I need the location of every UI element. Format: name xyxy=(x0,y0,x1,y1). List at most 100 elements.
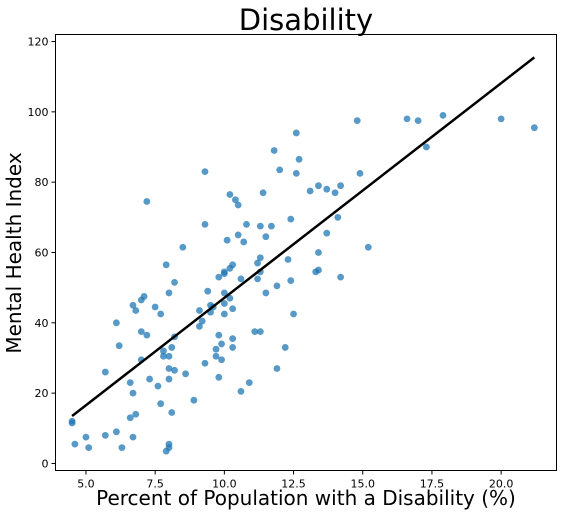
data-point xyxy=(364,243,372,251)
data-point xyxy=(101,431,109,439)
x-tick-label: 15.0 xyxy=(350,478,375,491)
data-point xyxy=(201,168,209,176)
data-point xyxy=(179,243,187,251)
data-point xyxy=(423,143,430,151)
x-tick-label: 7.5 xyxy=(146,478,164,491)
data-point xyxy=(290,310,297,318)
data-point xyxy=(497,115,505,123)
data-point xyxy=(132,410,140,418)
data-point xyxy=(82,433,90,441)
data-point xyxy=(165,375,173,383)
x-tick-label: 5.0 xyxy=(77,478,95,491)
data-point xyxy=(165,440,173,448)
data-point xyxy=(234,231,242,239)
data-point xyxy=(262,233,270,241)
data-point xyxy=(162,261,170,269)
data-point xyxy=(215,373,223,381)
data-point xyxy=(220,310,228,318)
data-point xyxy=(315,266,322,274)
data-point xyxy=(146,375,154,383)
y-tick-label: 60 xyxy=(35,247,49,260)
data-point xyxy=(276,166,284,174)
data-point xyxy=(115,342,123,350)
data-point xyxy=(337,273,344,281)
data-point xyxy=(439,111,447,119)
data-point xyxy=(270,147,278,154)
data-points xyxy=(68,111,538,455)
data-point xyxy=(126,379,134,386)
data-point xyxy=(165,352,173,360)
data-point xyxy=(190,396,198,404)
data-point xyxy=(129,389,137,397)
data-point xyxy=(101,368,109,376)
data-point xyxy=(353,117,361,125)
data-point xyxy=(182,370,189,378)
y-tick-label: 40 xyxy=(35,317,49,330)
data-point xyxy=(140,293,148,300)
data-point xyxy=(218,340,225,348)
data-point xyxy=(295,155,303,163)
data-point xyxy=(212,345,220,353)
data-point xyxy=(220,270,228,277)
data-point xyxy=(259,189,267,197)
data-point xyxy=(165,365,173,372)
x-axis-label: Percent of Population with a Disability … xyxy=(96,486,516,510)
y-tick-label: 20 xyxy=(35,387,49,400)
data-point xyxy=(160,347,167,355)
data-point xyxy=(165,289,173,297)
data-point xyxy=(229,344,237,351)
data-point xyxy=(287,215,295,223)
data-point xyxy=(229,335,237,343)
data-point xyxy=(256,222,264,230)
data-point xyxy=(220,300,228,307)
data-point xyxy=(215,331,223,339)
data-point xyxy=(273,282,281,290)
data-point xyxy=(323,185,331,193)
data-point xyxy=(232,196,239,204)
data-point xyxy=(287,277,295,285)
data-point xyxy=(168,344,176,351)
data-point xyxy=(281,344,289,351)
data-point xyxy=(245,379,253,386)
data-point xyxy=(143,331,151,339)
data-point xyxy=(254,259,261,267)
regression-line xyxy=(71,56,536,417)
data-point xyxy=(201,220,209,228)
data-point xyxy=(157,400,165,408)
data-point xyxy=(292,169,300,177)
data-point xyxy=(71,440,79,448)
data-point xyxy=(237,387,245,395)
data-point xyxy=(323,229,331,237)
data-point xyxy=(306,187,314,195)
y-tick-label: 120 xyxy=(28,36,49,49)
data-point xyxy=(68,417,76,425)
data-point xyxy=(132,307,140,314)
x-tick-label: 17.5 xyxy=(420,478,445,491)
data-point xyxy=(262,289,270,297)
fit-line-layer xyxy=(71,56,536,417)
y-tick-label: 100 xyxy=(28,106,49,119)
data-point xyxy=(160,352,167,360)
data-point xyxy=(284,256,292,263)
data-point xyxy=(229,261,237,269)
data-point xyxy=(268,222,275,230)
data-point xyxy=(171,366,178,374)
data-point xyxy=(223,236,231,244)
data-point xyxy=(315,249,322,256)
data-point xyxy=(201,359,209,367)
plot-area-frame xyxy=(55,34,557,471)
data-point xyxy=(243,220,250,228)
data-point xyxy=(226,191,234,198)
data-point xyxy=(256,254,264,262)
data-point xyxy=(196,322,203,330)
data-point xyxy=(151,303,159,311)
data-point xyxy=(240,238,248,246)
data-point xyxy=(256,328,264,336)
data-point xyxy=(273,365,281,372)
data-point xyxy=(112,319,120,327)
data-point xyxy=(403,115,411,123)
data-point xyxy=(237,275,245,283)
data-point xyxy=(212,352,220,360)
data-point xyxy=(215,273,223,281)
